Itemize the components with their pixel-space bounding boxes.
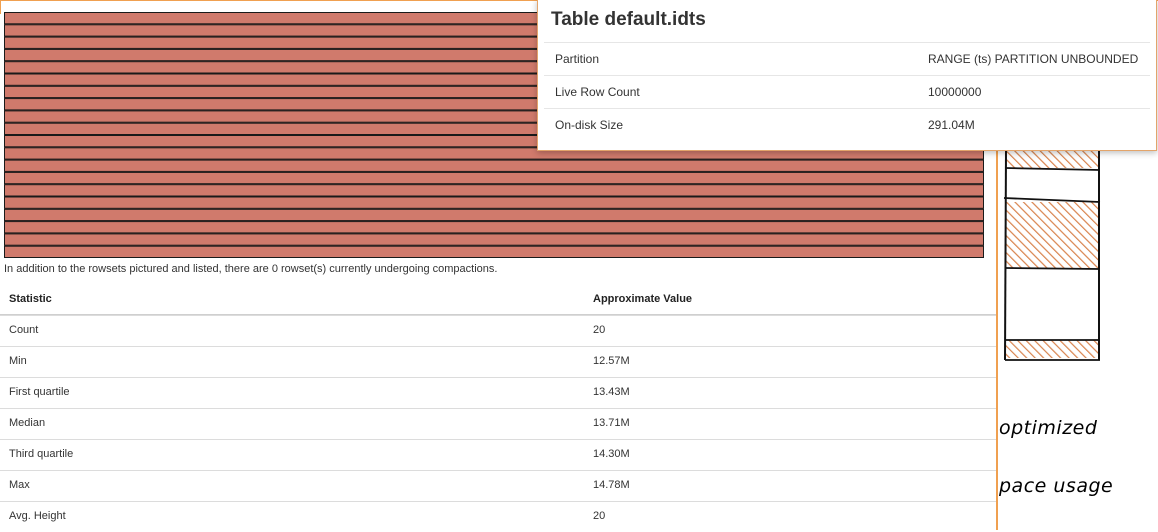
statistics-table: Statistic Approximate Value Count 20 Min… [0, 285, 996, 532]
table-row: Avg. Height 20 [0, 501, 996, 532]
table-row: Third quartile 14.30M [0, 439, 996, 470]
stat-value: 12.57M [593, 355, 630, 367]
rowset-bar[interactable] [4, 221, 984, 234]
column-header-approximate-value: Approximate Value [593, 293, 693, 305]
stat-label: Min [9, 355, 27, 367]
rowset-bar[interactable] [4, 245, 984, 258]
stat-label: Avg. Height [9, 510, 66, 522]
table-row: Min 12.57M [0, 346, 996, 377]
orange-frame-right [996, 150, 998, 530]
table-header-row: Statistic Approximate Value [0, 285, 996, 315]
popover-value: 291.04M [928, 118, 975, 132]
sketch-divider [1004, 167, 1101, 171]
rowset-bar[interactable] [4, 147, 984, 160]
rowset-bar[interactable] [4, 233, 984, 246]
popover-value: 10000000 [928, 85, 982, 99]
popover-label: Live Row Count [555, 85, 640, 99]
table-row: Median 13.71M [0, 408, 996, 439]
stat-label: Median [9, 417, 46, 429]
sketch-box [1003, 150, 1101, 361]
stat-value: 20 [593, 324, 606, 336]
stat-label: Count [9, 324, 39, 336]
stat-label: Third quartile [9, 448, 74, 460]
stat-label: Max [9, 479, 30, 491]
popover-row-on-disk-size: On-disk Size 291.04M [544, 108, 1150, 142]
handwritten-note-optimized: optimized [999, 417, 1098, 439]
column-header-statistic: Statistic [9, 293, 52, 305]
sketch-divider [1005, 267, 1101, 270]
stat-label: First quartile [9, 386, 70, 398]
hatched-block-3 [1006, 340, 1099, 358]
popover-title: Table default.idts [551, 9, 706, 30]
compaction-note: In addition to the rowsets pictured and … [4, 263, 498, 275]
rowset-bar[interactable] [4, 208, 984, 222]
storage-sketch [1003, 150, 1101, 361]
rowset-bar[interactable] [4, 159, 984, 172]
hatched-block-1 [1006, 150, 1099, 168]
stat-value: 13.71M [593, 417, 630, 429]
rowset-bar[interactable] [4, 184, 984, 197]
rowset-chart[interactable] [4, 12, 984, 258]
popover-row-live-row-count: Live Row Count 10000000 [544, 75, 1150, 109]
table-row: Max 14.78M [0, 470, 996, 501]
table-row: First quartile 13.43M [0, 377, 996, 408]
popover-row-partition: Partition RANGE (ts) PARTITION UNBOUNDED [544, 42, 1150, 76]
rowset-bar[interactable] [4, 171, 984, 185]
table-row: Count 20 [0, 315, 996, 346]
handwritten-note-space-usage: pace usage [999, 475, 1114, 497]
popover-label: Partition [555, 52, 600, 66]
sketch-left-edge [1004, 150, 1007, 361]
stat-value: 14.30M [593, 448, 630, 460]
stat-value: 14.78M [593, 479, 630, 491]
hatched-block-2 [1006, 202, 1099, 268]
popover-value: RANGE (ts) PARTITION UNBOUNDED [928, 52, 1139, 66]
rowset-bar[interactable] [4, 196, 984, 209]
sketch-divider [1003, 197, 1101, 203]
orange-frame-left [0, 0, 1, 14]
popover-label: On-disk Size [555, 118, 624, 132]
stat-value: 20 [593, 510, 606, 522]
table-info-popover: Table default.idts Partition RANGE (ts) … [537, 0, 1157, 151]
stat-value: 13.43M [593, 386, 630, 398]
